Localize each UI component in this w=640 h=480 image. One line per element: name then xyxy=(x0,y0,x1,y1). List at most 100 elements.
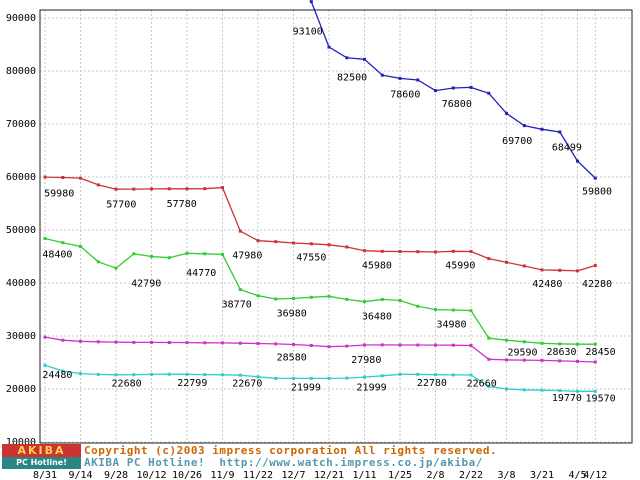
y-axis-label: 20000 xyxy=(6,384,36,395)
data-point-magenta xyxy=(416,343,420,347)
data-point-cyan xyxy=(96,372,100,376)
value-label: 38770 xyxy=(222,300,252,311)
data-point-cyan xyxy=(61,369,65,373)
akiba-pc-hotline-logo: AKIBA PC Hotline! xyxy=(2,444,81,469)
data-point-red xyxy=(238,229,242,233)
data-point-magenta xyxy=(451,343,455,347)
data-point-blue xyxy=(593,176,597,180)
value-label: 42480 xyxy=(532,279,562,290)
data-point-red xyxy=(327,243,331,247)
value-label: 22660 xyxy=(467,379,497,390)
data-point-cyan xyxy=(185,372,189,376)
value-label: 44770 xyxy=(186,268,216,279)
data-point-red xyxy=(522,264,526,268)
data-point-green xyxy=(345,297,349,301)
data-point-magenta xyxy=(185,341,189,345)
data-point-red xyxy=(469,250,473,253)
data-point-red xyxy=(540,268,544,272)
data-point-red xyxy=(61,176,65,179)
data-point-blue xyxy=(451,86,455,90)
x-axis-label: 3/21 xyxy=(530,470,554,480)
data-point-magenta xyxy=(203,341,207,345)
data-point-green xyxy=(203,252,207,256)
data-point-cyan xyxy=(309,376,313,380)
data-point-red xyxy=(79,176,82,180)
data-point-red xyxy=(345,245,349,249)
data-point-red xyxy=(274,240,278,244)
value-label: 59980 xyxy=(44,188,74,199)
data-point-blue xyxy=(363,57,366,61)
data-point-green xyxy=(416,304,420,308)
data-point-magenta xyxy=(398,343,402,347)
data-point-cyan xyxy=(221,373,224,377)
data-point-red xyxy=(558,268,562,272)
data-point-magenta xyxy=(61,338,65,342)
data-point-cyan xyxy=(380,374,384,378)
data-point-red xyxy=(114,187,118,191)
x-axis-label: 10/26 xyxy=(172,470,202,480)
data-point-blue xyxy=(522,124,526,128)
data-point-magenta xyxy=(487,357,491,361)
value-label: 47550 xyxy=(296,253,326,264)
value-label: 36480 xyxy=(362,311,392,322)
value-label: 36980 xyxy=(277,309,307,320)
data-point-red xyxy=(363,249,366,253)
data-point-blue xyxy=(380,73,384,77)
data-point-green xyxy=(487,336,491,340)
x-axis-label: 4/5 xyxy=(568,470,586,480)
value-label: 27980 xyxy=(351,355,381,366)
data-point-blue xyxy=(487,91,491,95)
data-point-magenta xyxy=(345,344,349,348)
x-axis-label: 2/8 xyxy=(426,470,444,480)
copyright-text: Copyright (c)2003 impress corporation Al… xyxy=(84,444,498,457)
data-point-green xyxy=(451,308,455,312)
data-point-green xyxy=(540,341,544,345)
data-point-green xyxy=(274,297,278,301)
data-point-magenta xyxy=(505,358,508,362)
value-label: 28630 xyxy=(546,347,576,358)
data-point-red xyxy=(398,250,402,253)
data-point-red xyxy=(309,242,313,246)
data-point-red xyxy=(576,269,579,273)
value-label: 93100 xyxy=(293,26,323,37)
data-point-red xyxy=(203,187,207,191)
x-axis-label: 9/14 xyxy=(68,470,92,480)
data-point-red xyxy=(96,183,100,187)
data-point-red xyxy=(43,175,47,179)
data-point-green xyxy=(132,252,136,256)
data-point-magenta xyxy=(221,341,224,345)
plot-border xyxy=(39,9,633,444)
value-label: 29590 xyxy=(507,347,537,358)
data-point-magenta xyxy=(274,342,278,346)
data-point-magenta xyxy=(576,359,579,363)
data-point-blue xyxy=(309,0,313,4)
data-point-green xyxy=(221,252,224,256)
value-label: 21999 xyxy=(357,382,387,393)
data-point-green xyxy=(576,342,579,346)
data-point-blue xyxy=(398,76,402,80)
data-point-magenta xyxy=(540,358,544,362)
data-point-blue xyxy=(345,56,349,60)
data-point-green xyxy=(309,295,313,299)
site-url-text: AKIBA PC Hotline! http://www.watch.impre… xyxy=(84,456,483,469)
data-point-magenta xyxy=(96,340,100,344)
x-axis-label: 4/12 xyxy=(583,470,607,480)
value-label: 22780 xyxy=(417,378,447,389)
data-point-green xyxy=(185,251,189,255)
data-point-magenta xyxy=(558,359,562,363)
data-point-red xyxy=(150,187,153,191)
data-point-blue xyxy=(505,111,508,115)
data-point-cyan xyxy=(593,389,597,393)
data-point-cyan xyxy=(505,387,508,391)
series-line-green xyxy=(44,237,596,345)
data-point-blue xyxy=(434,89,437,93)
data-point-red xyxy=(185,187,189,191)
data-point-magenta xyxy=(79,339,82,343)
x-axis-label: 11/22 xyxy=(243,470,273,480)
data-point-blue xyxy=(327,45,331,49)
data-point-magenta xyxy=(434,343,437,347)
data-point-cyan xyxy=(238,373,242,377)
data-point-cyan xyxy=(292,376,295,380)
data-point-blue xyxy=(540,127,544,131)
data-point-magenta xyxy=(114,340,118,344)
